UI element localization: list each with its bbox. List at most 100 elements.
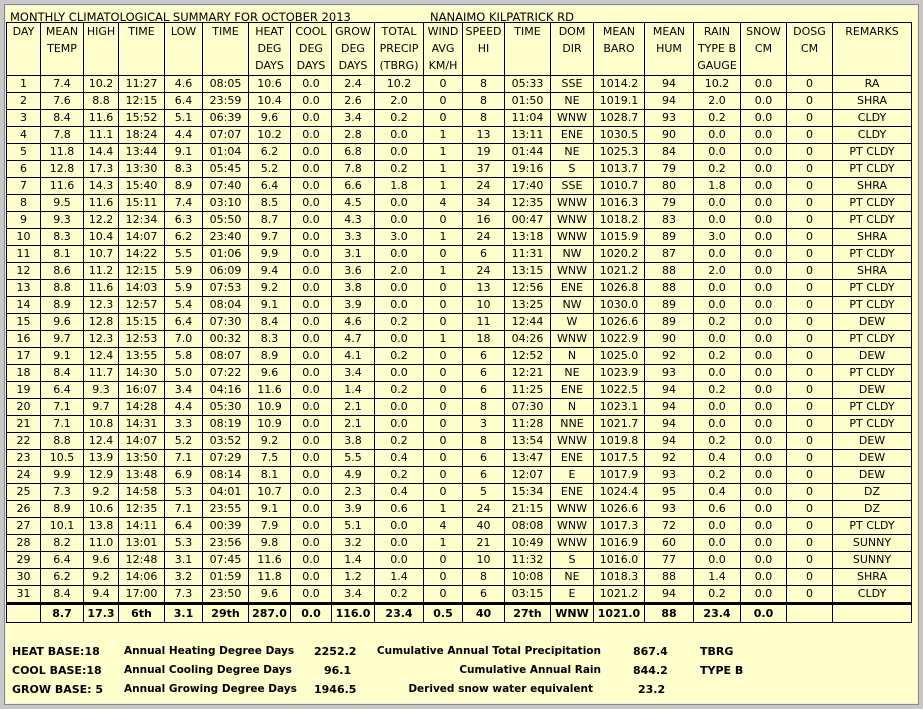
table-cell: 9.1 xyxy=(40,347,84,365)
table-cell: 9 xyxy=(6,211,41,229)
table-cell: 24 xyxy=(6,466,41,484)
table-cell: 0.0 xyxy=(740,143,787,161)
table-cell: 0.0 xyxy=(290,313,332,331)
table-cell: 1019.1 xyxy=(593,92,645,110)
table-cell: 1018.2 xyxy=(593,211,645,229)
table-cell: 0.0 xyxy=(740,585,787,604)
table-cell: 11.1 xyxy=(83,126,119,144)
table-cell: 8 xyxy=(462,398,505,416)
table-cell: 88 xyxy=(644,568,694,586)
table-cell: 0 xyxy=(423,211,463,229)
table-cell: 2.6 xyxy=(331,92,375,110)
table-cell: 0.0 xyxy=(740,75,787,93)
table-cell: NNE xyxy=(550,415,594,433)
table-cell: 1 xyxy=(423,500,463,518)
table-row: 22 8.8 12.4 14:07 5.2 03:52 9.2 0.0 3.8 0.2 0 8 13:5… xyxy=(6,432,912,450)
table-cell: 2.4 xyxy=(331,75,375,93)
table-cell: N xyxy=(550,398,594,416)
table-cell: 1030.5 xyxy=(593,126,645,144)
table-cell: 7.4 xyxy=(164,194,203,212)
table-cell: 0 xyxy=(786,364,833,382)
table-cell: 9.1 xyxy=(248,296,291,314)
table-cell: 0.0 xyxy=(290,245,332,263)
table-cell: 23:40 xyxy=(202,228,249,246)
table-cell: 9.7 xyxy=(83,398,119,416)
table-cell: 13:47 xyxy=(504,449,551,467)
table-cell: 4 xyxy=(423,517,463,535)
table-cell: 14:58 xyxy=(118,483,165,501)
table-cell: 0.0 xyxy=(290,517,332,535)
table-cell: 0 xyxy=(423,279,463,297)
table-cell: 8.4 xyxy=(248,313,291,331)
table-cell: 12:21 xyxy=(504,364,551,382)
table-cell: 6.3 xyxy=(164,211,203,229)
table-row: 27 10.1 13.8 14:11 6.4 00:39 7.9 0.0 5.1 0.0 4 40 08… xyxy=(6,517,912,535)
table-cell: SHRA xyxy=(832,92,912,110)
table-cell: 21:15 xyxy=(504,500,551,518)
table-cell: 6.4 xyxy=(248,177,291,195)
table-cell: 13:30 xyxy=(118,160,165,178)
table-cell: 3.1 xyxy=(164,551,203,569)
table-cell: 3.2 xyxy=(331,534,375,552)
table-cell: 14:11 xyxy=(118,517,165,535)
table-cell: 0 xyxy=(423,347,463,365)
table-cell: 0.0 xyxy=(374,398,424,416)
table-cell: 0.0 xyxy=(374,126,424,144)
table-cell: 1017.9 xyxy=(593,466,645,484)
table-cell: 0 xyxy=(786,177,833,195)
table-cell: 19:16 xyxy=(504,160,551,178)
table-cell: 9.9 xyxy=(40,466,84,484)
table-cell: 12.4 xyxy=(83,432,119,450)
table-cell: 0.0 xyxy=(693,364,741,382)
table-cell: 9.3 xyxy=(40,211,84,229)
table-cell: 79 xyxy=(644,194,694,212)
table-cell: 0.0 xyxy=(740,262,787,280)
table-cell: 23:59 xyxy=(202,92,249,110)
table-cell: 0.0 xyxy=(290,126,332,144)
table-cell: NE xyxy=(550,92,594,110)
table-cell: 14:03 xyxy=(118,279,165,297)
table-cell: 0 xyxy=(423,568,463,586)
table-cell: 8.6 xyxy=(40,262,84,280)
table-cell: 0.0 xyxy=(290,466,332,484)
table-cell: 3.8 xyxy=(331,432,375,450)
table-cell: 21 xyxy=(462,534,505,552)
table-cell: 0.2 xyxy=(693,585,741,604)
table-cell: 10.5 xyxy=(40,449,84,467)
table-cell: 0 xyxy=(423,449,463,467)
table-cell: CLDY xyxy=(832,109,912,127)
table-cell: 93 xyxy=(644,109,694,127)
table-cell: 12:52 xyxy=(504,347,551,365)
table-cell: 2.3 xyxy=(331,483,375,501)
table-cell: 0.2 xyxy=(374,160,424,178)
total-cell: 23.4 xyxy=(374,602,424,623)
table-cell: 0.0 xyxy=(740,449,787,467)
table-cell: 10 xyxy=(462,551,505,569)
table-cell: 9.1 xyxy=(164,143,203,161)
table-cell: 14:07 xyxy=(118,228,165,246)
column-header: GROW DEG DAYS xyxy=(331,22,375,76)
column-header: MEAN BARO xyxy=(593,22,645,76)
table-cell: 0 xyxy=(786,551,833,569)
table-cell: 7.3 xyxy=(164,585,203,604)
table-cell: 12.3 xyxy=(83,296,119,314)
table-cell: 12:48 xyxy=(118,551,165,569)
table-cell: 4.3 xyxy=(331,211,375,229)
table-cell: 0.2 xyxy=(693,109,741,127)
table-cell: 9.7 xyxy=(248,228,291,246)
total-cell: 0.0 xyxy=(290,602,332,623)
table-cell: 0 xyxy=(786,194,833,212)
column-header: TIME xyxy=(118,22,165,76)
table-cell: 1.8 xyxy=(374,177,424,195)
table-cell: PT CLDY xyxy=(832,296,912,314)
table-cell: 11.8 xyxy=(40,143,84,161)
table-cell: 2 xyxy=(6,92,41,110)
table-cell: 13 xyxy=(462,126,505,144)
table-row: 14 8.9 12.3 12:57 5.4 08:04 9.1 0.0 3.9 0.0 0 10 13:… xyxy=(6,296,912,314)
table-cell: 0.0 xyxy=(290,92,332,110)
table-cell: 0.0 xyxy=(290,432,332,450)
total-cell: 40 xyxy=(462,602,505,623)
total-cell xyxy=(832,602,912,623)
table-row: 30 6.2 9.2 14:06 3.2 01:59 11.8 0.0 1.2 1.4 0 8 10:0… xyxy=(6,568,912,586)
table-cell: 0.0 xyxy=(740,432,787,450)
